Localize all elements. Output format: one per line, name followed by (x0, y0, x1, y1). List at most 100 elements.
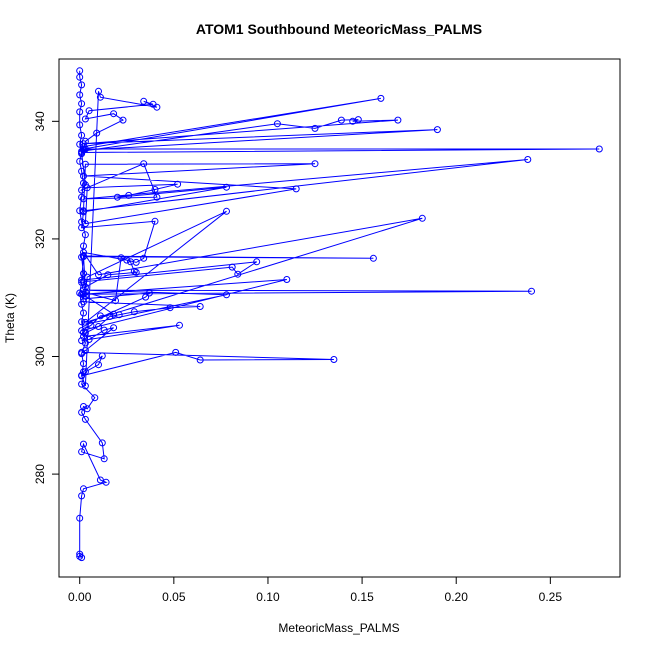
data-point (76, 121, 84, 129)
data-point (125, 191, 133, 199)
data-point (85, 336, 93, 343)
data-point (119, 116, 127, 124)
data-point (80, 179, 87, 187)
data-point (83, 405, 91, 413)
data-point (80, 333, 87, 340)
x-tick-label: 0.15 (350, 590, 374, 604)
y-tick-label: 340 (33, 111, 47, 131)
data-point (311, 160, 319, 168)
data-point (81, 231, 89, 239)
data-point (83, 273, 91, 281)
data-point (95, 361, 102, 369)
data-point (151, 217, 159, 225)
data-point (113, 193, 121, 201)
data-point (140, 97, 148, 105)
data-point (151, 186, 159, 193)
data-point (96, 93, 104, 101)
data-point (142, 293, 150, 301)
data-point (78, 224, 86, 232)
data-point (98, 439, 106, 447)
data-point (78, 81, 86, 89)
data-point (196, 303, 204, 310)
data-point (81, 415, 89, 423)
data-point (81, 145, 89, 153)
data-point (369, 254, 377, 262)
data-point (176, 321, 183, 329)
data-point (98, 352, 106, 360)
data-point (140, 254, 148, 262)
data-point (349, 117, 357, 125)
y-tick-label: 300 (33, 346, 47, 366)
data-point (85, 107, 93, 115)
data-point (95, 323, 102, 330)
data-point (524, 156, 532, 163)
data-point (81, 339, 89, 347)
chart-title: ATOM1 Southbound MeteoricMass_PALMS (196, 21, 482, 37)
data-point (80, 360, 87, 368)
data-point (78, 131, 86, 139)
data-point (78, 100, 86, 108)
data-point (78, 290, 86, 298)
data-point (223, 183, 230, 191)
data-point (330, 356, 338, 363)
data-point (78, 372, 86, 380)
x-tick-label: 0.00 (68, 590, 92, 604)
data-point (78, 554, 86, 562)
data-point (81, 329, 89, 337)
x-tick-label: 0.05 (162, 590, 186, 604)
data-point (223, 207, 230, 215)
data-point (81, 382, 89, 390)
data-point (95, 271, 102, 279)
data-point (433, 126, 441, 134)
data-point (81, 320, 89, 328)
data-point (80, 195, 87, 203)
data-point (112, 297, 119, 305)
data-point (80, 286, 87, 294)
data-point (76, 514, 84, 522)
data-point (104, 271, 112, 279)
data-point (102, 478, 110, 486)
data-point (80, 440, 87, 448)
data-point (76, 157, 84, 165)
data-point (81, 160, 89, 168)
data-point (292, 185, 300, 193)
data-point (174, 180, 182, 188)
data-point (127, 258, 134, 266)
data-point (80, 253, 87, 261)
data-point (100, 455, 108, 463)
data-point (78, 276, 86, 284)
data-point (76, 91, 84, 99)
data-point (78, 167, 86, 175)
data-point (253, 258, 261, 266)
data-point (80, 248, 87, 256)
data-point (196, 356, 204, 364)
data-point (110, 110, 118, 118)
data-point (78, 318, 86, 326)
data-point (78, 193, 86, 201)
data-point (78, 348, 86, 356)
data-point (273, 120, 281, 128)
data-point (110, 324, 118, 332)
data-point (80, 290, 87, 298)
data-point (96, 476, 104, 484)
x-axis-label: MeteoricMass_PALMS (278, 621, 399, 635)
data-point (172, 348, 180, 356)
data-point (83, 184, 91, 192)
data-point (117, 254, 125, 262)
data-point (78, 337, 86, 345)
data-point (337, 116, 345, 124)
data-point (100, 326, 108, 334)
data-point (78, 380, 86, 388)
data-point (78, 448, 86, 456)
y-tick-label: 280 (33, 464, 47, 484)
data-point (595, 145, 603, 153)
data-point (80, 270, 87, 278)
data-point (76, 552, 84, 560)
data-point (80, 278, 87, 286)
data-point (528, 287, 535, 295)
data-point (311, 124, 319, 132)
data-point (81, 368, 89, 376)
data-point (149, 100, 157, 108)
data-point (80, 309, 87, 317)
